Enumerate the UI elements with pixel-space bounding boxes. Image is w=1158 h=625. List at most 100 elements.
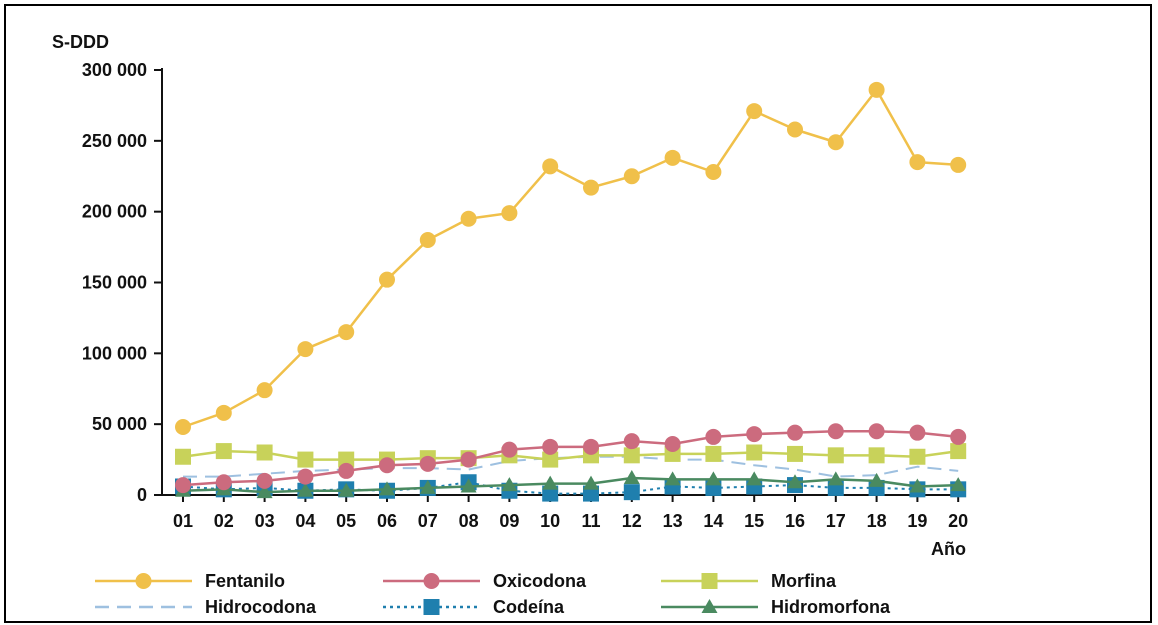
series-lines bbox=[175, 81, 967, 502]
data-point bbox=[175, 448, 191, 465]
data-point bbox=[419, 232, 436, 248]
data-point bbox=[623, 484, 640, 501]
data-point bbox=[256, 484, 273, 499]
series-line bbox=[182, 476, 959, 494]
legend-item: Fentanilo bbox=[95, 571, 285, 591]
data-point bbox=[746, 426, 763, 443]
data-point bbox=[868, 81, 885, 98]
x-tick-label: 10 bbox=[540, 511, 560, 531]
data-point bbox=[909, 424, 926, 441]
data-point bbox=[542, 158, 559, 175]
data-point bbox=[379, 457, 395, 474]
legend-marker bbox=[423, 599, 440, 615]
y-tick-label: 300 000 bbox=[82, 60, 147, 80]
y-tick-label: 200 000 bbox=[82, 202, 147, 222]
series-oxicodona bbox=[175, 423, 967, 494]
legend-label: Fentanilo bbox=[205, 571, 285, 591]
data-point bbox=[868, 472, 885, 487]
x-tick-label: 20 bbox=[948, 511, 968, 531]
x-tick-label: 12 bbox=[622, 511, 642, 531]
data-point bbox=[827, 423, 844, 440]
series-fentanilo bbox=[175, 81, 967, 435]
y-tick-label: 100 000 bbox=[82, 343, 147, 363]
data-point bbox=[787, 424, 803, 441]
data-point bbox=[419, 455, 436, 472]
x-tick-label: 01 bbox=[173, 511, 193, 531]
data-point bbox=[623, 433, 640, 450]
data-point bbox=[297, 341, 314, 358]
x-tick-label: 15 bbox=[744, 511, 764, 531]
legend-item: Oxicodona bbox=[383, 571, 587, 591]
y-tick-label: 250 000 bbox=[82, 131, 147, 151]
data-point bbox=[583, 438, 599, 455]
data-point bbox=[583, 475, 599, 490]
data-point bbox=[379, 481, 395, 496]
legend-marker bbox=[701, 573, 718, 589]
series-hidrocodona bbox=[183, 455, 959, 478]
data-point bbox=[542, 451, 559, 468]
data-point bbox=[868, 423, 885, 440]
x-tick-label: 07 bbox=[418, 511, 438, 531]
data-point bbox=[623, 447, 640, 464]
data-point bbox=[460, 478, 477, 493]
legend-item: Hidrocodona bbox=[95, 597, 317, 617]
x-tick-label: 03 bbox=[255, 511, 275, 531]
legend-label: Hidromorfona bbox=[771, 597, 891, 617]
legend-marker bbox=[701, 599, 718, 613]
x-tick-label: 11 bbox=[581, 511, 600, 531]
data-point bbox=[827, 134, 844, 151]
legend-marker bbox=[135, 573, 152, 589]
axes: S-DDD 0 50 000 100 000 150 000 200 000 250 000… bbox=[52, 32, 968, 559]
data-point bbox=[909, 448, 926, 465]
data-point bbox=[256, 382, 273, 399]
legend-label: Codeína bbox=[493, 597, 565, 617]
data-point bbox=[297, 451, 314, 468]
legend-label: Morfina bbox=[771, 571, 837, 591]
legend-item: Codeína bbox=[383, 597, 565, 617]
data-point bbox=[338, 462, 355, 479]
x-tick-label: 06 bbox=[377, 511, 397, 531]
data-point bbox=[338, 482, 355, 497]
x-tick-label: 02 bbox=[214, 511, 234, 531]
data-point bbox=[338, 324, 355, 341]
legend-marker bbox=[423, 573, 440, 589]
data-point bbox=[664, 436, 681, 452]
x-tick-label: 13 bbox=[663, 511, 683, 531]
data-point bbox=[827, 447, 844, 464]
data-point bbox=[297, 482, 314, 497]
x-tick-label: 16 bbox=[785, 511, 805, 531]
data-point bbox=[787, 121, 803, 138]
data-point bbox=[419, 479, 436, 494]
data-point bbox=[705, 428, 722, 445]
data-point bbox=[501, 477, 518, 492]
data-point bbox=[950, 477, 967, 492]
data-point bbox=[215, 443, 232, 460]
data-point bbox=[623, 470, 640, 484]
data-point bbox=[542, 475, 559, 490]
data-point bbox=[256, 444, 273, 461]
series-morfina bbox=[175, 443, 967, 468]
data-point bbox=[868, 447, 885, 464]
y-tick-label: 150 000 bbox=[82, 273, 147, 293]
data-point bbox=[664, 471, 681, 486]
data-point bbox=[746, 444, 763, 461]
data-point bbox=[623, 168, 640, 185]
data-point bbox=[379, 271, 395, 288]
x-tick-label: 19 bbox=[907, 511, 927, 531]
x-tick-label: 17 bbox=[826, 511, 846, 531]
data-point bbox=[664, 149, 681, 166]
data-point bbox=[705, 445, 722, 462]
data-point bbox=[705, 471, 722, 486]
data-point bbox=[460, 451, 477, 468]
chart-frame bbox=[4, 4, 1152, 623]
data-point bbox=[215, 404, 232, 421]
legend-label: Oxicodona bbox=[493, 571, 587, 591]
data-point bbox=[950, 156, 967, 173]
series-hidromorfona bbox=[175, 470, 967, 499]
data-point bbox=[297, 468, 314, 485]
data-point bbox=[746, 471, 763, 486]
data-point bbox=[827, 471, 844, 486]
data-point bbox=[909, 478, 926, 493]
x-axis-label: Año bbox=[931, 539, 966, 559]
